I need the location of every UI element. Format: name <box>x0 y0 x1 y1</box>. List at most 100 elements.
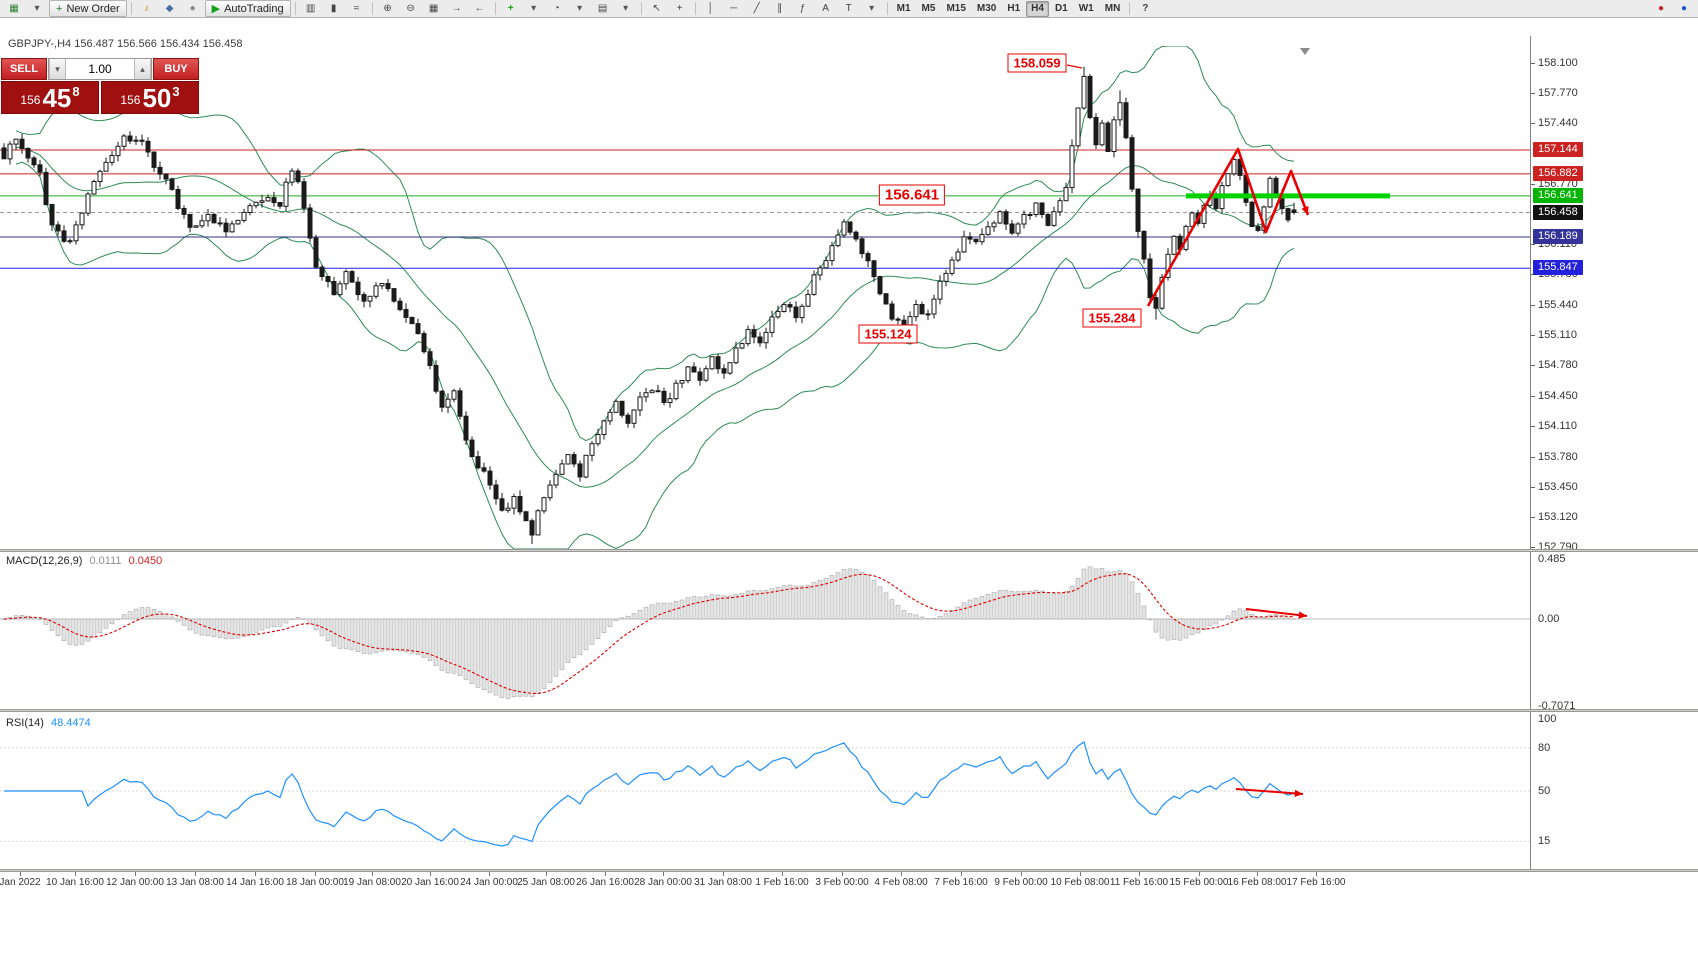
chart-shift-marker[interactable] <box>1300 48 1310 55</box>
price-tick-mark <box>1531 184 1535 186</box>
scripts-icon[interactable]: ● <box>189 2 196 14</box>
timeframe-m15-button[interactable]: M15 <box>946 3 966 14</box>
rsi-name: RSI(14) <box>6 717 44 729</box>
price-line-label: 156.641 <box>1533 187 1583 203</box>
fibonacci-icon[interactable]: ƒ <box>799 2 806 14</box>
macd-value-signal: 0.0450 <box>128 555 163 567</box>
resistance-price-annotation[interactable]: 156.641 <box>878 184 946 206</box>
horizontal-line-icon[interactable]: ─ <box>730 2 738 14</box>
low-price-annotation-2[interactable]: 155.284 <box>1082 308 1142 328</box>
timeframe-m1-button[interactable]: M1 <box>896 3 911 14</box>
time-tick-label: Jan 2022 <box>0 877 41 888</box>
cursor-icon[interactable]: ↖ <box>652 2 661 14</box>
timeframe-m30-button[interactable]: M30 <box>976 3 997 14</box>
buy-price-pips: 50 <box>142 83 172 113</box>
price-tick-mark <box>1531 486 1535 488</box>
panel-splitter-macd[interactable] <box>0 549 1698 552</box>
toolbar-separator <box>640 2 642 15</box>
price-tick-mark <box>1531 426 1535 428</box>
rsi-scale-label: 15 <box>1538 835 1551 848</box>
timeframe-h4-button[interactable]: H4 <box>1026 0 1049 17</box>
autotrading-button[interactable]: ▶ AutoTrading <box>204 0 291 17</box>
timeframe-w1-button[interactable]: W1 <box>1078 3 1094 14</box>
time-tick-label: 11 Feb 16:00 <box>1109 877 1169 888</box>
macd-name: MACD(12,26,9) <box>6 555 83 567</box>
volume-widget: ▾ 1.00 ▴ <box>48 58 152 80</box>
periods-dropdown[interactable]: ▾ <box>577 2 583 14</box>
vertical-line-icon[interactable]: │ <box>707 2 714 14</box>
sell-button[interactable]: SELL <box>1 58 47 80</box>
experts-icon[interactable]: ◆ <box>165 2 174 14</box>
indicators-dropdown[interactable]: ▾ <box>531 2 537 14</box>
time-tick-mark <box>1316 872 1317 876</box>
text-icon[interactable]: A <box>822 2 829 14</box>
text-label-icon[interactable]: T <box>845 2 852 14</box>
time-tick-mark <box>1080 872 1081 876</box>
zoom-in-icon[interactable]: ⊕ <box>383 2 392 14</box>
timeframe-h1-button[interactable]: H1 <box>1007 3 1021 14</box>
tile-windows-icon[interactable]: ▦ <box>428 2 439 14</box>
new-order-button-label: New Order <box>66 2 120 15</box>
templates-dropdown[interactable]: ▾ <box>623 2 629 14</box>
volume-increase-button[interactable]: ▴ <box>134 59 151 79</box>
window-dropdown[interactable]: ▾ <box>34 2 40 14</box>
community-icon[interactable]: ● <box>1680 2 1688 14</box>
time-tick-label: 10 Jan 16:00 <box>46 877 104 888</box>
indicators-icon[interactable]: + <box>507 2 514 14</box>
price-scale[interactable]: 158.100157.770157.440156.770156.110155.7… <box>1530 36 1698 892</box>
line-chart-icon[interactable]: ≈ <box>353 2 360 14</box>
sell-price-display[interactable]: 156 45 8 <box>1 81 99 114</box>
price-line-label: 156.189 <box>1533 229 1583 244</box>
new-order-button[interactable]: + New Order <box>49 0 127 17</box>
bar-chart-icon[interactable]: ▥ <box>305 2 316 14</box>
volume-decrease-button[interactable]: ▾ <box>49 59 66 79</box>
chart-window-icon[interactable]: ▦ <box>9 2 19 14</box>
time-tick-mark <box>255 872 256 876</box>
arrows-dropdown[interactable]: ▾ <box>869 2 875 14</box>
time-tick-label: 15 Feb 00:00 <box>1169 877 1229 888</box>
price-tick-label: 153.450 <box>1538 480 1578 493</box>
templates-icon[interactable]: ▤ <box>597 2 608 14</box>
help-icon[interactable]: ? <box>1142 2 1149 14</box>
buy-price-whole: 156 <box>120 93 141 107</box>
chart-shift-icon[interactable]: ← <box>474 2 485 14</box>
chart-canvas[interactable] <box>0 46 1530 874</box>
time-tick-label: 10 Feb 08:00 <box>1050 877 1110 888</box>
time-axis[interactable]: Jan 2022 10 Jan 16:00 12 Jan 00:00 13 Jan 0… <box>0 872 1698 892</box>
main-toolbar: ▦ ▾ + New Order ♪ ◆ ● ▶ AutoTrading ▥ ▮ ≈ ⊕ ⊖ ▦ → ← + ▾ ◔ ▾ ▤… <box>0 0 1698 18</box>
time-tick-mark <box>372 872 373 876</box>
crosshair-icon[interactable]: + <box>676 2 683 14</box>
timeframe-m5-button[interactable]: M5 <box>921 3 936 14</box>
rsi-indicator-label: RSI(14) 48.4474 <box>6 717 95 729</box>
panel-splitter-rsi[interactable] <box>0 709 1698 712</box>
toolbar-separator <box>371 2 373 15</box>
trendline-icon[interactable]: ╱ <box>753 2 760 14</box>
sound-alert-icon[interactable]: ♪ <box>144 2 150 14</box>
low-price-annotation-1[interactable]: 155.124 <box>858 324 918 344</box>
autotrading-play-icon: ▶ <box>211 3 221 15</box>
toolbar-separator <box>886 2 888 15</box>
buy-price-display[interactable]: 156 50 3 <box>101 81 199 114</box>
one-click-trading-panel: SELL ▾ 1.00 ▴ BUY 156 45 8 156 50 3 <box>1 58 199 114</box>
auto-scroll-icon[interactable]: → <box>451 2 462 14</box>
equidistant-channel-icon[interactable]: ∥ <box>777 2 783 14</box>
timeframe-d1-button[interactable]: D1 <box>1054 3 1068 14</box>
time-tick-label: 19 Jan 08:00 <box>343 877 401 888</box>
volume-input[interactable]: 1.00 <box>88 62 112 76</box>
time-tick-mark <box>1257 872 1258 876</box>
timeframe-mn-button[interactable]: MN <box>1104 3 1121 14</box>
high-price-annotation[interactable]: 158.059 <box>1007 53 1067 73</box>
panel-splitter-axis[interactable] <box>0 869 1698 872</box>
macd-scale-label: 0.485 <box>1538 553 1566 566</box>
zoom-out-icon[interactable]: ⊖ <box>406 2 415 14</box>
price-line-label: 155.847 <box>1533 260 1583 276</box>
annotations-layer: 158.059 156.641 155.124 155.284 <box>0 18 1698 962</box>
time-tick-mark <box>723 872 724 876</box>
price-tick-label: 153.780 <box>1538 450 1578 463</box>
time-tick-label: 17 Feb 16:00 <box>1286 877 1346 888</box>
metaquotes-icon[interactable]: ● <box>1657 2 1665 14</box>
time-tick-mark <box>1139 872 1140 876</box>
candlestick-chart-icon[interactable]: ▮ <box>330 2 337 14</box>
buy-button[interactable]: BUY <box>153 58 199 80</box>
periods-icon[interactable]: ◔ <box>553 2 560 14</box>
